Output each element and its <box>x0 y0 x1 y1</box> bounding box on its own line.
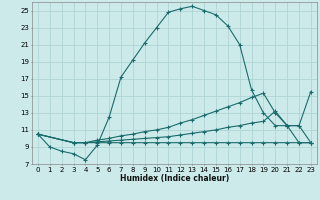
X-axis label: Humidex (Indice chaleur): Humidex (Indice chaleur) <box>120 174 229 183</box>
